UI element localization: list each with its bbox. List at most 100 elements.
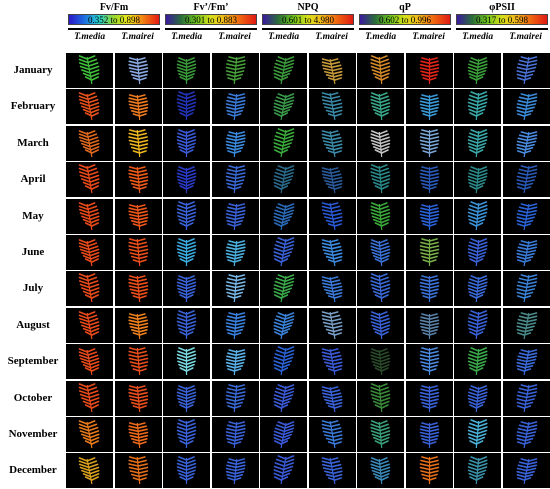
- month-label: August: [16, 319, 50, 331]
- leaf-image: [176, 238, 197, 266]
- fluorescence-image-cell: [309, 453, 356, 488]
- species-label: T.mairei: [121, 32, 154, 42]
- fluorescence-image-cell: [212, 235, 259, 270]
- fluorescence-image-cell: [66, 344, 113, 379]
- fluorescence-image-cell: [406, 344, 453, 379]
- fluorescence-image-cell: [260, 89, 307, 124]
- species-label: T.mairei: [218, 32, 251, 42]
- leaf-image: [321, 167, 343, 194]
- month-label: April: [20, 173, 46, 185]
- leaf-image: [128, 347, 149, 376]
- species-labels: T.media T.mairei: [454, 32, 550, 43]
- fluorescence-image-cell: [163, 126, 210, 161]
- leaf-image: [78, 239, 100, 267]
- leaf-image: [370, 92, 391, 121]
- fluorescence-image-cell: [66, 417, 113, 452]
- leaf-image: [321, 276, 343, 303]
- fluorescence-image-cell: [503, 199, 550, 234]
- fluorescence-image-cell: [212, 271, 259, 306]
- fluorescence-image-cell: [115, 308, 162, 343]
- fluorescence-image-cell: [260, 53, 307, 88]
- leaf-image: [516, 458, 538, 485]
- leaf-image: [273, 346, 295, 376]
- fluorescence-image-cell: [115, 381, 162, 416]
- leaf-image: [516, 421, 538, 449]
- leaf-image: [321, 202, 343, 231]
- leaf-image: [176, 166, 197, 193]
- leaf-image: [128, 129, 149, 158]
- leaf-image: [516, 312, 538, 340]
- leaf-image: [370, 457, 391, 485]
- month-label: May: [22, 210, 44, 222]
- leaf-image: [321, 386, 343, 413]
- fluorescence-image-cell: [66, 381, 113, 416]
- fluorescence-image-cell: [66, 308, 113, 343]
- leaf-image: [321, 348, 343, 376]
- fluorescence-image-cell: [115, 271, 162, 306]
- fluorescence-image-cell: [163, 417, 210, 452]
- fluorescence-image-cell: [309, 381, 356, 416]
- fluorescence-image-cell: [503, 308, 550, 343]
- fluorescence-image-cell: [454, 199, 501, 234]
- fluorescence-image-cell: [309, 271, 356, 306]
- fluorescence-image-cell: [260, 235, 307, 270]
- leaf-image: [176, 201, 197, 230]
- fluorescence-image-cell: [406, 417, 453, 452]
- leaf-image: [516, 56, 538, 85]
- fluorescence-image-cell: [163, 381, 210, 416]
- leaf-image: [225, 165, 246, 194]
- leaf-image: [467, 275, 488, 303]
- color-scale-range: 0.301 to 0.883: [184, 15, 237, 25]
- leaf-image: [321, 420, 343, 449]
- leaf-image: [370, 420, 391, 449]
- leaf-image: [176, 275, 197, 302]
- leaf-image: [78, 311, 100, 340]
- leaf-image: [516, 165, 538, 194]
- fluorescence-image-cell: [163, 162, 210, 197]
- leaf-image: [78, 202, 100, 231]
- fluorescence-image-cell: [357, 344, 404, 379]
- fluorescence-image-cell: [357, 417, 404, 452]
- fluorescence-image-cell: [454, 235, 501, 270]
- leaf-image: [273, 421, 295, 449]
- leaf-image: [321, 457, 343, 485]
- species-labels: T.media T.mairei: [66, 32, 162, 43]
- fluorescence-image-cell: [309, 308, 356, 343]
- leaf-image: [419, 456, 440, 484]
- fluorescence-image-cell: [66, 199, 113, 234]
- species-label: T.media: [171, 32, 203, 42]
- leaf-image: [176, 310, 197, 339]
- species-label: T.media: [74, 32, 106, 42]
- month-label: June: [21, 246, 45, 258]
- fluorescence-image-cell: [212, 89, 259, 124]
- parameter-title: qP: [399, 2, 411, 13]
- color-scale-bar: 0.601 to 4.980: [262, 14, 354, 25]
- species-label: T.media: [462, 32, 494, 42]
- leaf-image: [273, 384, 295, 413]
- leaf-image: [516, 274, 538, 303]
- leaf-image: [467, 456, 488, 485]
- fluorescence-image-cell: [406, 89, 453, 124]
- color-scale-range: 0.602 to 0.996: [378, 15, 431, 25]
- leaf-image: [419, 238, 440, 266]
- fluorescence-image-cell: [406, 162, 453, 197]
- leaf-image: [128, 385, 149, 413]
- parameter-title: NPQ: [297, 2, 319, 13]
- leaf-image: [78, 92, 100, 121]
- month-label: March: [17, 137, 49, 149]
- leaf-image: [225, 421, 246, 449]
- fluorescence-image-cell: [454, 162, 501, 197]
- month-label: July: [22, 282, 44, 294]
- leaf-image: [321, 239, 343, 267]
- fluorescence-image-cell: [454, 308, 501, 343]
- leaf-image: [225, 312, 246, 340]
- leaf-image: [176, 57, 197, 84]
- leaf-image: [467, 57, 488, 85]
- fluorescence-image-cell: [503, 126, 550, 161]
- fluorescence-image-cell: [503, 381, 550, 416]
- fluorescence-image-cell: [406, 308, 453, 343]
- fluorescence-image-cell: [309, 417, 356, 452]
- fluorescence-image-cell: [454, 453, 501, 488]
- fluorescence-image-cell: [115, 162, 162, 197]
